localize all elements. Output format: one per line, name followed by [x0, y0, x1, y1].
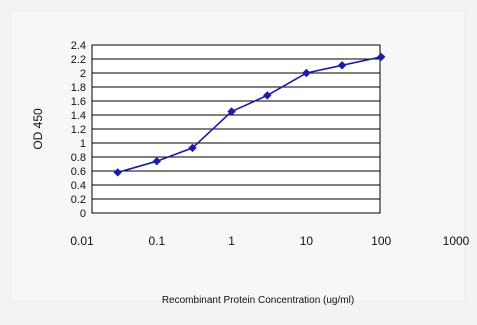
y-tick-label-11: 2.2 [71, 54, 86, 66]
y-tick-label-7: 1.4 [71, 110, 86, 122]
x-tick-label-4: 100 [371, 234, 391, 248]
data-point-5 [302, 68, 311, 78]
data-point-3 [227, 107, 236, 116]
y-tick-label-6: 1.2 [71, 124, 86, 136]
y-tick-label-10: 2 [80, 68, 86, 80]
y-tick-label-3: 0.6 [71, 166, 86, 178]
data-point-7 [377, 52, 386, 62]
x-axis-ticks: 0.01 0.1 1 10 100 1000 [70, 234, 469, 248]
data-point-4 [263, 91, 272, 100]
y-axis-label: OD 450 [31, 108, 45, 150]
data-point-2 [188, 143, 197, 153]
y-tick-label-12: 2.4 [71, 40, 86, 52]
y-tick-label-0: 0 [80, 208, 86, 220]
series-layer [113, 52, 386, 177]
x-tick-label-5: 1000 [443, 234, 470, 248]
x-tick-label-2: 1 [228, 234, 235, 248]
y-tick-label-4: 0.8 [71, 152, 86, 164]
data-point-6 [337, 61, 347, 70]
x-axis-label: Recombinant Protein Concentration (ug/ml… [162, 295, 354, 306]
x-tick-label-0: 0.01 [70, 234, 94, 248]
y-tick-label-2: 0.4 [71, 180, 86, 192]
y-tick-label-8: 1.6 [71, 96, 86, 108]
x-tick-label-1: 0.1 [148, 234, 165, 248]
series-0-line [117, 56, 382, 174]
data-point-0 [113, 168, 122, 177]
grid-lines [92, 58, 380, 200]
y-tick-label-1: 0.2 [71, 194, 86, 206]
data-point-1 [152, 157, 161, 166]
y-tick-label-5: 1 [80, 138, 86, 150]
y-axis-ticks: 0 0.2 0.4 0.6 0.8 1 1.2 1.4 1.6 1.8 2 2.2 2.4 [71, 40, 86, 220]
x-tick-label-3: 10 [300, 234, 314, 248]
y-tick-label-9: 1.8 [71, 82, 86, 94]
